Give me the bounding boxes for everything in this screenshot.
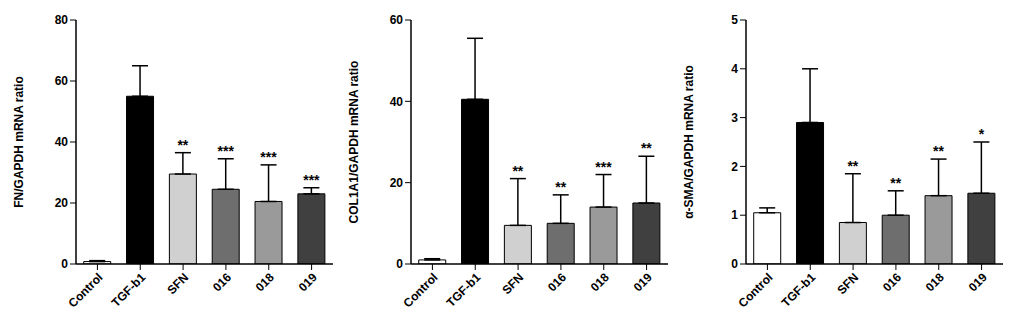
svg-text:TGF-b1: TGF-b1 (444, 270, 484, 310)
svg-text:COL1A1/GAPDH mRNA ratio: COL1A1/GAPDH mRNA ratio (347, 61, 361, 224)
svg-text:018: 018 (923, 270, 947, 294)
svg-text:019: 019 (631, 270, 655, 294)
svg-text:SFN: SFN (499, 270, 526, 297)
svg-text:2: 2 (731, 160, 738, 174)
svg-text:0: 0 (731, 257, 738, 271)
svg-text:Control: Control (401, 270, 441, 310)
svg-text:60: 60 (390, 13, 404, 27)
svg-text:**: ** (847, 158, 858, 174)
svg-text:**: ** (641, 140, 652, 156)
svg-text:*: * (979, 126, 985, 142)
svg-text:20: 20 (55, 196, 69, 210)
svg-text:***: *** (218, 143, 235, 159)
svg-text:**: ** (555, 179, 566, 195)
svg-text:TGF-b1: TGF-b1 (109, 270, 149, 310)
svg-text:40: 40 (390, 95, 404, 109)
svg-text:4: 4 (731, 62, 738, 76)
svg-text:**: ** (933, 143, 944, 159)
svg-text:**: ** (177, 137, 188, 153)
svg-text:019: 019 (966, 270, 990, 294)
svg-text:***: *** (303, 172, 320, 188)
svg-text:SFN: SFN (834, 270, 861, 297)
svg-text:3: 3 (731, 111, 738, 125)
svg-text:0: 0 (396, 257, 403, 271)
svg-text:80: 80 (55, 13, 69, 27)
svg-text:FN/GAPDH mRNA ratio: FN/GAPDH mRNA ratio (12, 76, 26, 208)
svg-text:5: 5 (731, 13, 738, 27)
svg-text:**: ** (512, 163, 523, 179)
svg-text:016: 016 (880, 270, 904, 294)
svg-text:1: 1 (731, 208, 738, 222)
svg-text:Control: Control (736, 270, 776, 310)
svg-text:016: 016 (545, 270, 569, 294)
svg-text:Control: Control (66, 270, 106, 310)
svg-text:***: *** (260, 149, 277, 165)
svg-text:TGF-b1: TGF-b1 (779, 270, 819, 310)
svg-text:α-SMA/GAPDH mRNA ratio: α-SMA/GAPDH mRNA ratio (682, 65, 696, 219)
svg-text:**: ** (890, 175, 901, 191)
svg-text:60: 60 (55, 74, 69, 88)
svg-text:20: 20 (390, 176, 404, 190)
svg-text:SFN: SFN (164, 270, 191, 297)
svg-text:018: 018 (588, 270, 612, 294)
svg-text:0: 0 (61, 257, 68, 271)
svg-text:018: 018 (253, 270, 277, 294)
svg-text:016: 016 (210, 270, 234, 294)
svg-text:019: 019 (296, 270, 320, 294)
svg-text:***: *** (595, 159, 612, 175)
svg-text:40: 40 (55, 135, 69, 149)
